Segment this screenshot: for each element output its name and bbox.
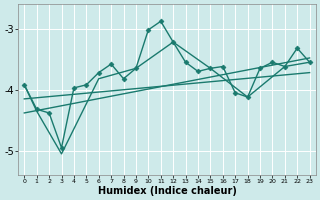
X-axis label: Humidex (Indice chaleur): Humidex (Indice chaleur) — [98, 186, 236, 196]
